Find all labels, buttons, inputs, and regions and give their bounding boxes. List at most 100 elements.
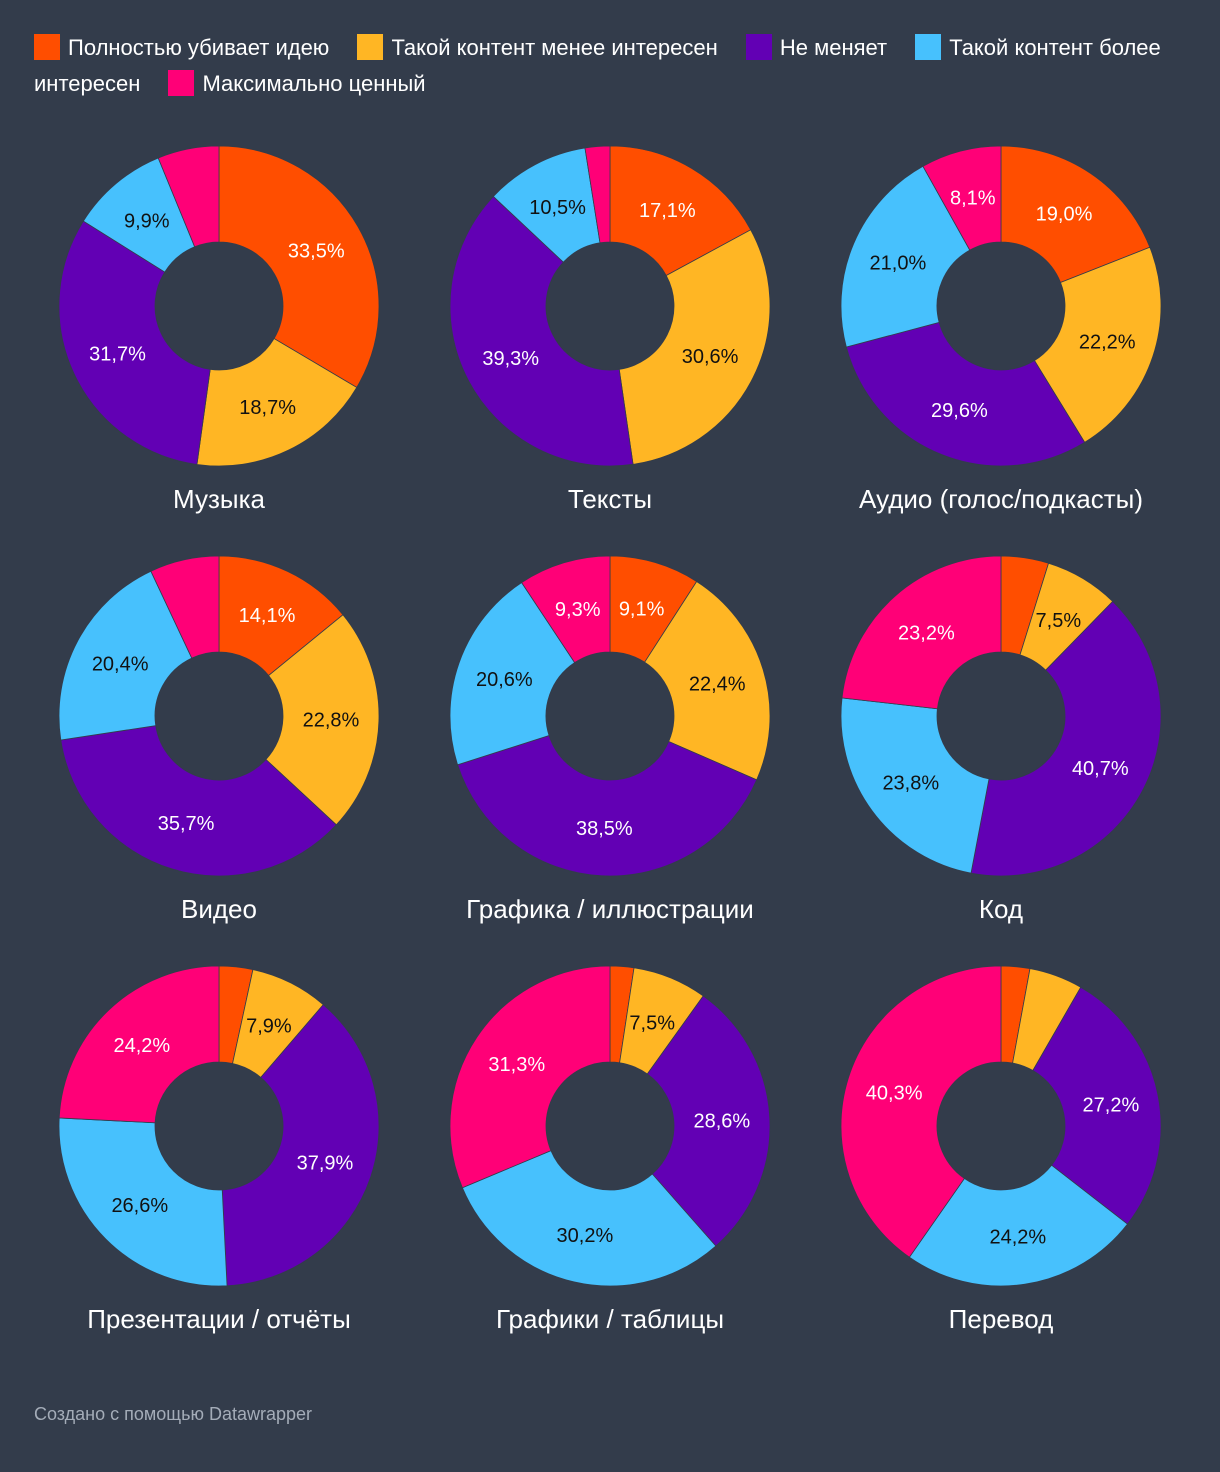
donut-slice <box>150 555 220 659</box>
slice-label: 22,2% <box>1079 331 1136 353</box>
legend-label: Не меняет <box>779 35 888 60</box>
chart-title: Видео <box>181 894 257 924</box>
donut-slice <box>449 965 611 1189</box>
legend-swatch <box>34 34 60 60</box>
donut-slice <box>841 555 1002 710</box>
slice-label: 29,6% <box>931 400 988 422</box>
slice-label: 33,5% <box>288 241 345 263</box>
donut-slice <box>457 735 758 877</box>
legend: Полностью убивает идею Такой контент мен… <box>34 30 1194 102</box>
slice-label: 7,5% <box>629 1012 675 1034</box>
slice-label: 38,5% <box>576 818 633 840</box>
donut-slice <box>845 321 1086 467</box>
slice-label: 9,1% <box>619 599 665 621</box>
legend-swatch <box>357 34 384 60</box>
chart-title: Аудио (голос/подкасты) <box>859 484 1143 514</box>
slice-label: 24,2% <box>113 1035 170 1057</box>
slice-label: 7,5% <box>1036 610 1082 632</box>
legend-swatch <box>745 34 772 60</box>
donut-slice <box>840 697 990 874</box>
legend-item: Не меняет <box>745 34 888 60</box>
slice-label: 30,6% <box>682 346 739 368</box>
legend-item: Максимально ценный <box>168 70 426 96</box>
donut-slice <box>265 614 380 826</box>
slice-label: 22,4% <box>689 674 746 696</box>
donut-slice <box>609 145 752 277</box>
donut-slice <box>1000 145 1151 284</box>
chart-title: Перевод <box>948 1304 1054 1334</box>
donut-slice <box>221 1004 380 1287</box>
chart-title: Код <box>978 894 1024 924</box>
footer-credit: Создано с помощью Datawrapper <box>34 1404 313 1424</box>
legend-label: Максимально ценный <box>202 71 426 96</box>
donut-slice <box>58 220 211 465</box>
chart-title: Тексты <box>567 484 653 514</box>
slice-label: 40,3% <box>866 1082 923 1104</box>
donut-slice <box>58 1117 228 1287</box>
legend-item: Такой контент менее интересен <box>357 34 718 60</box>
legend-swatch <box>915 34 942 60</box>
donut-slice <box>449 582 576 766</box>
slice-label: 23,2% <box>898 622 955 644</box>
slice-label: 17,1% <box>639 200 696 222</box>
donut-slice <box>618 229 771 465</box>
slice-label: 26,6% <box>111 1195 168 1217</box>
donut-slice <box>970 600 1162 877</box>
donut-slice <box>449 195 634 467</box>
chart-title: Музыка <box>173 484 265 514</box>
donut-slice <box>922 145 1002 251</box>
donut-slice <box>1033 246 1162 443</box>
donut-slice <box>58 570 193 741</box>
donut-slice <box>584 145 611 244</box>
donut-slice <box>196 338 358 467</box>
legend-item: Такой контент более интересен <box>34 34 1161 96</box>
slice-label: 31,7% <box>89 343 146 365</box>
slice-label: 21,0% <box>870 252 927 274</box>
donut-slice <box>60 725 337 877</box>
slice-label: 31,3% <box>488 1054 545 1076</box>
donut-slice <box>908 1164 1128 1287</box>
slice-label: 9,9% <box>124 210 170 232</box>
chart-title: Графики / таблицы <box>495 1304 725 1334</box>
donut-slice <box>521 555 611 664</box>
slice-label: 35,7% <box>158 813 215 835</box>
slice-label: 37,9% <box>297 1152 354 1174</box>
slice-label: 7,9% <box>246 1016 292 1038</box>
chart-title: Графика / иллюстрации <box>466 894 754 924</box>
slice-label: 28,6% <box>693 1110 750 1132</box>
slice-label: 9,3% <box>555 599 601 621</box>
slice-label: 10,5% <box>529 197 586 219</box>
slice-label: 22,8% <box>303 710 360 732</box>
donut-slice <box>157 145 220 248</box>
slice-label: 40,7% <box>1072 758 1129 780</box>
donut-slice <box>58 965 220 1124</box>
legend-label: Такой контент более интересен <box>34 35 1161 96</box>
donut-slice <box>218 555 344 677</box>
donut-slice <box>644 580 771 781</box>
slice-label: 27,2% <box>1083 1094 1140 1116</box>
slice-label: 23,8% <box>882 772 939 794</box>
slice-label: 39,3% <box>482 348 539 370</box>
slice-label: 19,0% <box>1036 203 1093 225</box>
donut-slice <box>1032 986 1162 1225</box>
legend-label: Полностью убивает идею <box>68 35 330 60</box>
slice-label: 24,2% <box>989 1227 1046 1249</box>
donut-slice <box>461 1150 717 1287</box>
chart-title: Презентации / отчёты <box>87 1304 351 1334</box>
donut-slice <box>840 965 1002 1258</box>
slice-label: 18,7% <box>239 397 296 419</box>
slice-label: 14,1% <box>239 605 296 627</box>
donut-slice <box>840 165 971 348</box>
slice-label: 20,4% <box>92 653 149 675</box>
legend-label: Такой контент менее интересен <box>391 35 718 60</box>
